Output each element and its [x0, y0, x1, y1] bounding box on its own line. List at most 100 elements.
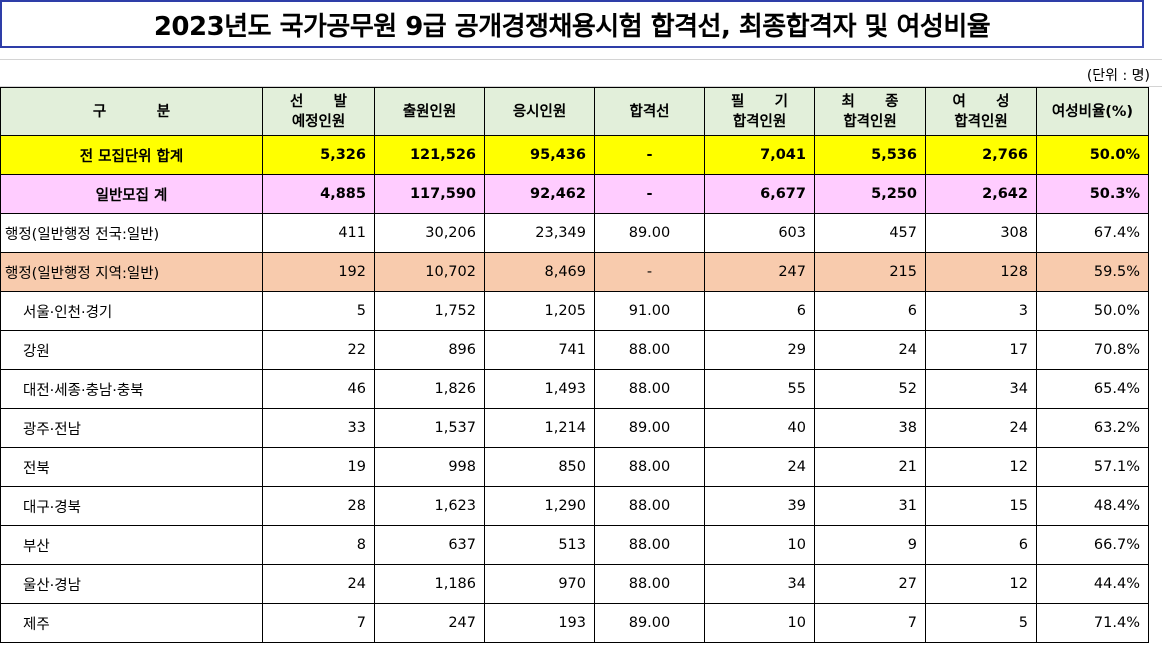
cell-final-pass[interactable]: 5,536 — [814, 135, 926, 175]
cell-examinees[interactable]: 8,469 — [484, 252, 595, 292]
cell-female-pass[interactable]: 12 — [925, 564, 1037, 604]
cell-female-pass[interactable]: 6 — [925, 525, 1037, 565]
cell-examinees[interactable]: 193 — [484, 603, 595, 643]
cell-examinees[interactable]: 970 — [484, 564, 595, 604]
cell-category[interactable]: 부산 — [0, 525, 263, 565]
cell-category[interactable]: 광주·전남 — [0, 408, 263, 448]
cell-examinees[interactable]: 1,493 — [484, 369, 595, 409]
cell-final-pass[interactable]: 21 — [814, 447, 926, 487]
cell-written-pass[interactable]: 34 — [704, 564, 815, 604]
cell-cutoff[interactable]: 88.00 — [594, 486, 705, 526]
cell-final-pass[interactable]: 7 — [814, 603, 926, 643]
cell-applicants[interactable]: 1,537 — [374, 408, 485, 448]
cell-planned[interactable]: 33 — [262, 408, 375, 448]
cell-final-pass[interactable]: 38 — [814, 408, 926, 448]
cell-examinees[interactable]: 1,290 — [484, 486, 595, 526]
cell-applicants[interactable]: 1,623 — [374, 486, 485, 526]
cell-final-pass[interactable]: 27 — [814, 564, 926, 604]
cell-planned[interactable]: 8 — [262, 525, 375, 565]
cell-written-pass[interactable]: 247 — [704, 252, 815, 292]
cell-written-pass[interactable]: 10 — [704, 525, 815, 565]
cell-female-ratio[interactable]: 44.4% — [1036, 564, 1149, 604]
cell-cutoff[interactable]: 88.00 — [594, 369, 705, 409]
cell-female-ratio[interactable]: 71.4% — [1036, 603, 1149, 643]
cell-cutoff[interactable]: 88.00 — [594, 564, 705, 604]
cell-written-pass[interactable]: 7,041 — [704, 135, 815, 175]
cell-category[interactable]: 대구·경북 — [0, 486, 263, 526]
cell-written-pass[interactable]: 10 — [704, 603, 815, 643]
cell-category[interactable]: 대전·세종·충남·충북 — [0, 369, 263, 409]
cell-planned[interactable]: 19 — [262, 447, 375, 487]
cell-planned[interactable]: 28 — [262, 486, 375, 526]
cell-final-pass[interactable]: 9 — [814, 525, 926, 565]
cell-planned[interactable]: 411 — [262, 213, 375, 253]
cell-applicants[interactable]: 896 — [374, 330, 485, 370]
cell-female-pass[interactable]: 34 — [925, 369, 1037, 409]
cell-cutoff[interactable]: - — [594, 252, 705, 292]
cell-examinees[interactable]: 95,436 — [484, 135, 595, 175]
cell-applicants[interactable]: 117,590 — [374, 174, 485, 214]
cell-planned[interactable]: 4,885 — [262, 174, 375, 214]
cell-female-ratio[interactable]: 66.7% — [1036, 525, 1149, 565]
cell-cutoff[interactable]: 89.00 — [594, 408, 705, 448]
cell-applicants[interactable]: 1,826 — [374, 369, 485, 409]
cell-planned[interactable]: 5 — [262, 291, 375, 331]
cell-cutoff[interactable]: 88.00 — [594, 525, 705, 565]
cell-planned[interactable]: 5,326 — [262, 135, 375, 175]
cell-female-pass[interactable]: 17 — [925, 330, 1037, 370]
cell-female-pass[interactable]: 24 — [925, 408, 1037, 448]
cell-female-pass[interactable]: 5 — [925, 603, 1037, 643]
cell-applicants[interactable]: 247 — [374, 603, 485, 643]
cell-female-ratio[interactable]: 63.2% — [1036, 408, 1149, 448]
cell-female-ratio[interactable]: 48.4% — [1036, 486, 1149, 526]
cell-planned[interactable]: 192 — [262, 252, 375, 292]
cell-final-pass[interactable]: 215 — [814, 252, 926, 292]
cell-cutoff[interactable]: 89.00 — [594, 603, 705, 643]
cell-examinees[interactable]: 513 — [484, 525, 595, 565]
cell-cutoff[interactable]: 88.00 — [594, 447, 705, 487]
cell-cutoff[interactable]: - — [594, 135, 705, 175]
cell-cutoff[interactable]: 88.00 — [594, 330, 705, 370]
cell-examinees[interactable]: 1,214 — [484, 408, 595, 448]
cell-written-pass[interactable]: 6,677 — [704, 174, 815, 214]
cell-category[interactable]: 일반모집 계 — [0, 174, 263, 214]
cell-category[interactable]: 전 모집단위 합계 — [0, 135, 263, 175]
cell-female-ratio[interactable]: 50.0% — [1036, 135, 1149, 175]
cell-cutoff[interactable]: - — [594, 174, 705, 214]
cell-planned[interactable]: 22 — [262, 330, 375, 370]
cell-female-pass[interactable]: 128 — [925, 252, 1037, 292]
cell-applicants[interactable]: 998 — [374, 447, 485, 487]
cell-planned[interactable]: 24 — [262, 564, 375, 604]
cell-category[interactable]: 전북 — [0, 447, 263, 487]
cell-female-pass[interactable]: 12 — [925, 447, 1037, 487]
cell-female-ratio[interactable]: 67.4% — [1036, 213, 1149, 253]
cell-written-pass[interactable]: 6 — [704, 291, 815, 331]
cell-applicants[interactable]: 121,526 — [374, 135, 485, 175]
cell-applicants[interactable]: 637 — [374, 525, 485, 565]
cell-examinees[interactable]: 850 — [484, 447, 595, 487]
cell-category[interactable]: 강원 — [0, 330, 263, 370]
cell-final-pass[interactable]: 31 — [814, 486, 926, 526]
cell-applicants[interactable]: 1,752 — [374, 291, 485, 331]
cell-female-ratio[interactable]: 50.0% — [1036, 291, 1149, 331]
cell-category[interactable]: 울산·경남 — [0, 564, 263, 604]
cell-examinees[interactable]: 741 — [484, 330, 595, 370]
cell-female-pass[interactable]: 2,642 — [925, 174, 1037, 214]
cell-applicants[interactable]: 10,702 — [374, 252, 485, 292]
cell-planned[interactable]: 46 — [262, 369, 375, 409]
cell-applicants[interactable]: 1,186 — [374, 564, 485, 604]
cell-written-pass[interactable]: 24 — [704, 447, 815, 487]
cell-applicants[interactable]: 30,206 — [374, 213, 485, 253]
cell-female-pass[interactable]: 2,766 — [925, 135, 1037, 175]
cell-final-pass[interactable]: 6 — [814, 291, 926, 331]
cell-category[interactable]: 행정(일반행정 지역:일반) — [0, 252, 263, 292]
cell-final-pass[interactable]: 24 — [814, 330, 926, 370]
cell-female-ratio[interactable]: 65.4% — [1036, 369, 1149, 409]
cell-planned[interactable]: 7 — [262, 603, 375, 643]
cell-female-ratio[interactable]: 57.1% — [1036, 447, 1149, 487]
cell-category[interactable]: 서울·인천·경기 — [0, 291, 263, 331]
cell-written-pass[interactable]: 39 — [704, 486, 815, 526]
cell-cutoff[interactable]: 89.00 — [594, 213, 705, 253]
cell-final-pass[interactable]: 52 — [814, 369, 926, 409]
cell-written-pass[interactable]: 55 — [704, 369, 815, 409]
